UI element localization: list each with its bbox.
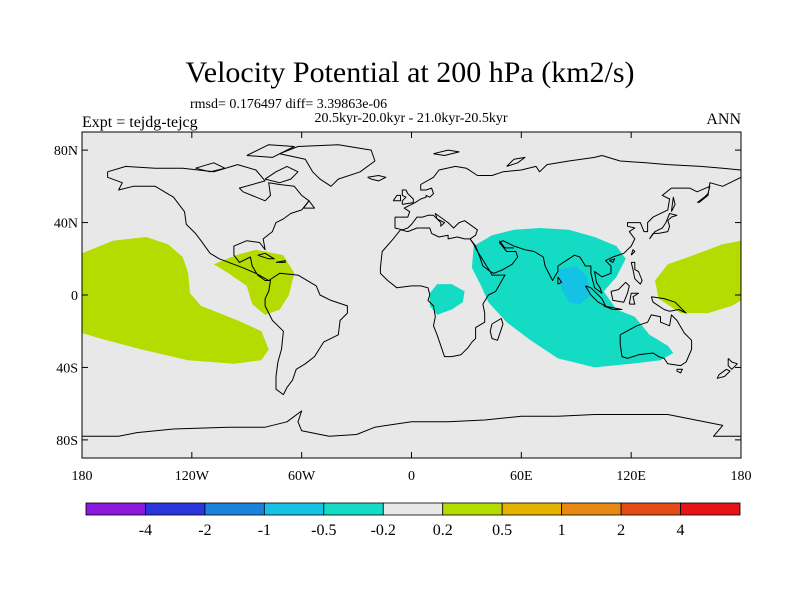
stats-line: rmsd= 0.176497 diff= 3.39863e-06 [190,97,387,112]
colorbar-swatch [680,502,741,516]
coastline-ireland [392,194,401,202]
colorbar-label: 0.2 [433,522,453,539]
season-label: ANN [706,111,741,128]
colorbar-swatch [561,502,622,516]
coastline-newfoundland [303,200,315,209]
contour-region-west-pacific-positive [655,240,741,314]
y-tick-label: 40N [54,217,78,232]
coastline-madagascar [489,318,504,341]
colorbar-swatch [85,502,146,516]
colorbar-swatch [501,502,563,516]
coastline-greenland [279,144,376,187]
chart-subtitle: 20.5kyr-20.0kyr - 21.0kyr-20.5kyr [314,111,507,126]
colorbar-label: 2 [617,522,625,539]
coastline-cuba [257,252,275,260]
coastline-australia [619,314,693,367]
coastline-north-america [107,164,310,281]
coastline-japan [649,213,678,240]
contour-region-tropical-america-positive [213,249,295,315]
x-tick-label: 120E [616,469,646,484]
x-tick-label: 0 [408,469,415,484]
x-tick-label: 60W [288,469,316,484]
colorbar-label: -0.5 [311,522,336,539]
colorbar-label: 1 [558,522,566,539]
colorbar-label: -1 [258,522,271,539]
coastline-great-britain [401,189,414,205]
coastline-tasmania [676,368,683,374]
coastline-kamchatka-tip [696,196,705,204]
coastline-south-america [264,272,348,396]
coastline-sulawesi [628,292,639,305]
x-tick-label: 120W [175,469,210,484]
coastline-philippines [630,261,643,285]
colorbar-swatch [620,502,681,516]
coastline-ellesmere [246,144,295,158]
coastline-iceland [367,175,387,182]
coastline-taiwan [630,249,636,256]
coastline-novaya-zemlya [506,156,526,167]
coastline-baffin-island [264,165,299,184]
coastline-arabia-gulf [499,240,514,249]
coastline-antarctica [82,410,741,437]
colorbar-label: -4 [139,522,152,539]
map-area: 180 120W 60W 0 60E 120E 180 80N 40N 0 40S 80S [54,131,752,484]
coastline-new-guinea [650,296,687,314]
coastline-victoria-island [195,162,226,173]
experiment-label: Expt = tejdg-tejcg [82,114,198,131]
colorbar-swatch [382,502,444,516]
coastline-sakhalin [670,196,676,212]
x-tick-label: 60E [510,469,533,484]
coastline-hispaniola [275,260,286,263]
coastline-sri-lanka [557,276,563,285]
colorbar: -4 -2 -1 -0.5 -0.2 0.2 0.5 1 2 4 [85,502,741,539]
colorbar-label: 4 [677,522,685,539]
y-tick-label: 0 [71,289,78,304]
colorbar-label: -2 [198,522,211,539]
colorbar-swatch [442,502,503,516]
coastline-new-zealand-north [727,358,738,370]
coastline-new-zealand-south [716,368,731,379]
x-tick-label: 180 [731,469,752,484]
coastline-hainan [608,258,616,263]
colorbar-swatch [204,502,265,516]
coastline-java [603,305,623,310]
chart-title: Velocity Potential at 200 hPa (km2/s) [185,56,634,89]
x-tick-label: 180 [72,469,93,484]
contour-region-bay-of-bengal-negative [557,266,591,305]
colorbar-swatch [323,502,384,516]
coastline-africa [379,227,506,358]
y-tick-label: 80N [54,144,78,159]
y-tick-label: 80S [56,434,78,449]
coastline-borneo [610,281,630,303]
colorbar-swatch [263,502,325,516]
y-tick-label: 40S [56,361,78,376]
colorbar-label: 0.5 [492,522,512,539]
colorbar-label: -0.2 [371,522,396,539]
coastline-eurasia [394,155,741,294]
contour-region-central-africa-negative [429,284,465,315]
coastline-svalbard [433,149,460,156]
colorbar-swatch [145,502,206,516]
contour-region-east-pacific-positive [82,237,269,364]
